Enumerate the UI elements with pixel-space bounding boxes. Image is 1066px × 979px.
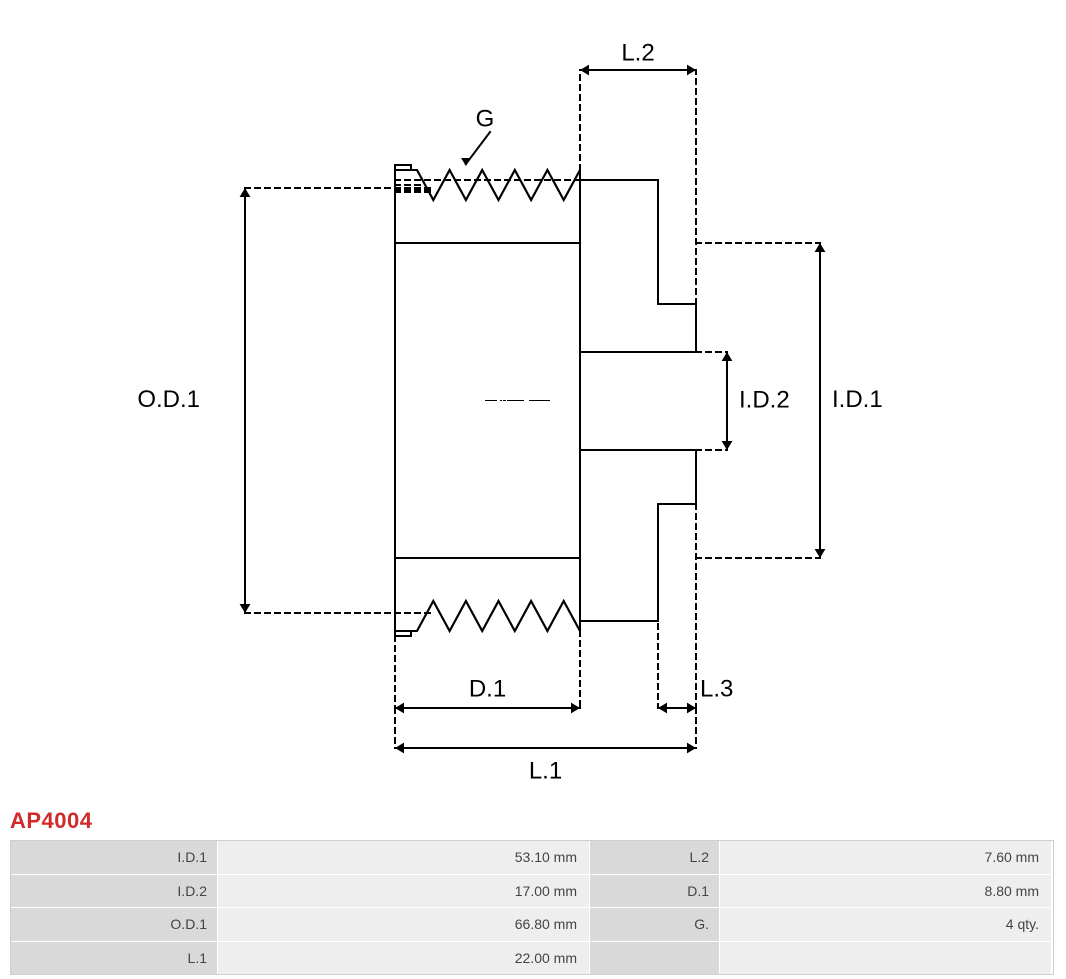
spec-label: I.D.1: [11, 841, 217, 874]
spec-value: 7.60 mm: [719, 841, 1051, 874]
spec-value: 53.10 mm: [217, 841, 589, 874]
spec-label: L.2: [589, 841, 719, 874]
spec-value: 66.80 mm: [217, 908, 589, 941]
svg-text:I.D.2: I.D.2: [739, 386, 790, 413]
spec-label: D.1: [589, 875, 719, 908]
svg-text:O.D.1: O.D.1: [137, 386, 200, 413]
drawing-svg: O.D.1 I.D.1 I.D.2 L.2 D.1 L.3 L.1 G: [0, 0, 1066, 800]
svg-text:D.1: D.1: [469, 675, 506, 702]
svg-text:I.D.1: I.D.1: [832, 386, 883, 413]
technical-drawing: O.D.1 I.D.1 I.D.2 L.2 D.1 L.3 L.1 G: [0, 0, 1066, 800]
spec-value: 17.00 mm: [217, 875, 589, 908]
table-row: L.1 22.00 mm: [11, 941, 1053, 975]
spec-label: [589, 942, 719, 975]
spec-value: 8.80 mm: [719, 875, 1051, 908]
spec-table: I.D.1 53.10 mm L.2 7.60 mm I.D.2 17.00 m…: [10, 840, 1054, 975]
svg-text:G: G: [476, 105, 495, 132]
svg-text:L.2: L.2: [621, 39, 654, 66]
spec-value: [719, 942, 1051, 975]
part-code: AP4004: [10, 808, 93, 834]
spec-label: I.D.2: [11, 875, 217, 908]
spec-value: 22.00 mm: [217, 942, 589, 975]
spec-value: 4 qty.: [719, 908, 1051, 941]
svg-text:L.3: L.3: [700, 675, 733, 702]
table-row: I.D.2 17.00 mm D.1 8.80 mm: [11, 874, 1053, 908]
spec-label: G.: [589, 908, 719, 941]
spec-label: L.1: [11, 942, 217, 975]
page-root: O.D.1I.D.1I.D.2L.2D.1L.3L.1G AP4004 I.D.…: [0, 0, 1066, 979]
spec-label: O.D.1: [11, 908, 217, 941]
table-row: O.D.1 66.80 mm G. 4 qty.: [11, 907, 1053, 941]
table-row: I.D.1 53.10 mm L.2 7.60 mm: [11, 841, 1053, 874]
svg-text:L.1: L.1: [529, 757, 562, 784]
